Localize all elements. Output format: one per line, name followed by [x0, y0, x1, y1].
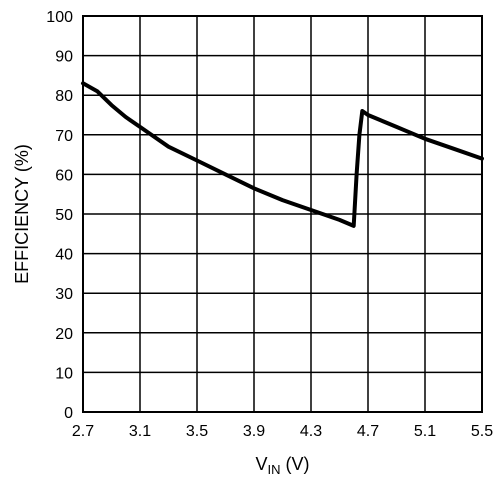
y-tick-labels: 0 10 20 30 40 50 60 70 80 90 100: [46, 9, 73, 422]
x-axis-title: VIN (V): [255, 454, 309, 477]
y-tick-label: 20: [55, 326, 73, 343]
y-tick-label: 30: [55, 286, 73, 303]
y-tick-label: 90: [55, 49, 73, 66]
x-tick-label: 3.9: [243, 423, 265, 440]
x-axis-title-main: V: [255, 454, 267, 474]
y-tick-label: 10: [55, 365, 73, 382]
y-tick-label: 0: [64, 405, 73, 422]
x-tick-label: 2.7: [72, 423, 94, 440]
grid: [82, 15, 483, 413]
x-axis-title-subscript: IN: [268, 462, 281, 477]
x-tick-label: 3.1: [129, 423, 151, 440]
x-tick-label: 5.5: [471, 423, 493, 440]
x-axis-title-unit: (V): [281, 454, 310, 474]
y-tick-label: 40: [55, 247, 73, 264]
y-tick-label: 100: [46, 9, 73, 26]
x-tick-label: 3.5: [186, 423, 208, 440]
plot-frame: [82, 15, 483, 413]
y-tick-label: 70: [55, 128, 73, 145]
y-tick-label: 80: [55, 88, 73, 105]
x-tick-label: 4.7: [357, 423, 379, 440]
y-tick-label: 60: [55, 167, 73, 184]
x-tick-label: 4.3: [300, 423, 322, 440]
efficiency-line: [81, 81, 484, 228]
x-tick-label: 5.1: [414, 423, 436, 440]
y-tick-label: 50: [55, 207, 73, 224]
x-tick-labels: 2.7 3.1 3.5 3.9 4.3 4.7 5.1 5.5: [72, 423, 493, 440]
y-axis-title: EFFICIENCY (%): [12, 144, 32, 284]
